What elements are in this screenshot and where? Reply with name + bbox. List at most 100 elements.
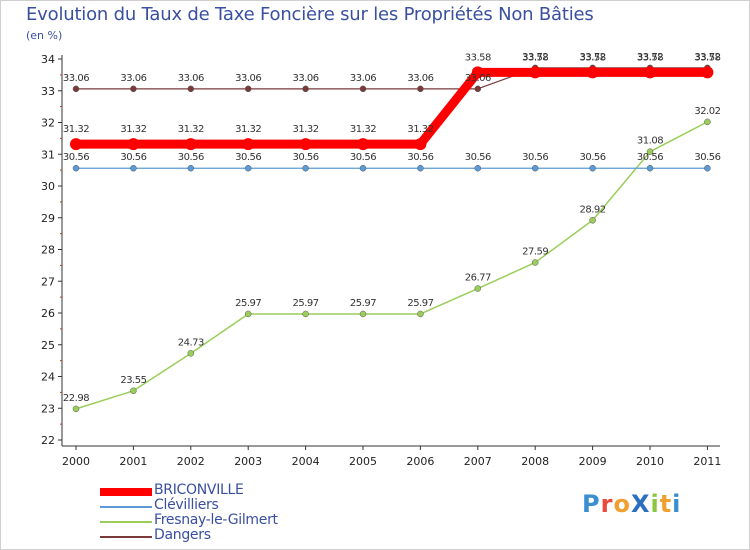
data-point-briconville xyxy=(70,138,82,151)
data-label-briconville: 31.32 xyxy=(407,124,433,135)
legend-label-fresnay: Fresnay-le-Gilmert xyxy=(154,512,278,528)
y-tick-label-27: 27 xyxy=(41,275,55,288)
y-tick-label-32: 32 xyxy=(41,117,55,130)
data-label-briconville: 33.58 xyxy=(694,52,720,63)
series-layer xyxy=(70,64,714,413)
data-label-dangers: 33.72 xyxy=(637,52,663,63)
data-label-dangers: 33.06 xyxy=(63,73,89,84)
data-point-dangers xyxy=(417,85,424,93)
axes: 22 23 24 25 26 27 28 29 30 31 32 33 34 2000 2001 2002 20… xyxy=(41,53,721,468)
data-point-dangers xyxy=(474,85,482,93)
legend-swatch-fresnay xyxy=(100,521,152,523)
data-point-briconville xyxy=(299,138,312,151)
data-label-dangers: 33.06 xyxy=(293,73,319,84)
data-point-cl-villiers xyxy=(130,164,137,172)
data-point-cl-villiers xyxy=(72,164,80,172)
data-label-fresnay-le-gilmert: 31.08 xyxy=(637,136,663,147)
proxiti-logo: ProXiti xyxy=(582,490,682,518)
data-label-cl-villiers: 30.56 xyxy=(120,152,146,163)
y-tick-label-29: 29 xyxy=(41,212,55,225)
data-point-briconville xyxy=(414,138,427,151)
data-point-fresnay-le-gilmert xyxy=(359,310,367,318)
data-point-fresnay-le-gilmert xyxy=(646,148,654,155)
data-label-cl-villiers: 30.56 xyxy=(637,152,663,163)
data-label-fresnay-le-gilmert: 22.98 xyxy=(63,393,89,404)
data-point-briconville xyxy=(529,66,542,79)
data-label-fresnay-le-gilmert: 32.02 xyxy=(694,106,720,117)
data-label-fresnay-le-gilmert: 25.97 xyxy=(293,298,319,309)
data-label-dangers: 33.06 xyxy=(465,73,491,84)
data-label-briconville: 31.32 xyxy=(235,124,261,135)
data-point-briconville xyxy=(242,138,255,151)
data-point-dangers xyxy=(244,85,252,93)
data-label-briconville: 33.58 xyxy=(522,52,548,63)
data-label-briconville: 33.58 xyxy=(465,52,491,63)
data-label-cl-villiers: 30.56 xyxy=(293,152,319,163)
legend-label-clevilliers: Clévilliers xyxy=(154,497,219,513)
x-tick-label-2009: 2009 xyxy=(579,455,607,468)
x-tick-label-2007: 2007 xyxy=(464,455,492,468)
x-tick-label-2002: 2002 xyxy=(177,455,205,468)
data-point-fresnay-le-gilmert xyxy=(187,350,195,357)
data-point-fresnay-le-gilmert xyxy=(417,310,424,318)
data-label-dangers: 33.06 xyxy=(350,73,376,84)
data-point-fresnay-le-gilmert xyxy=(302,310,309,318)
series-line-fresnay-le-gilmert xyxy=(75,121,709,410)
data-point-cl-villiers xyxy=(417,164,424,172)
data-point-fresnay-le-gilmert xyxy=(72,405,80,413)
x-tick-label-2004: 2004 xyxy=(292,455,320,468)
data-label-fresnay-le-gilmert: 27.59 xyxy=(522,247,548,258)
data-label-fresnay-le-gilmert: 25.97 xyxy=(235,298,261,309)
data-label-dangers: 33.06 xyxy=(235,73,261,84)
data-point-fresnay-le-gilmert xyxy=(474,285,482,292)
data-label-dangers: 33.72 xyxy=(522,52,548,63)
data-label-briconville: 31.32 xyxy=(350,124,376,135)
y-tick-label-31: 31 xyxy=(41,148,55,161)
y-tick-label-22: 22 xyxy=(41,434,55,447)
series-line-briconville xyxy=(71,67,712,149)
data-label-cl-villiers: 30.56 xyxy=(465,152,491,163)
data-label-cl-villiers: 30.56 xyxy=(63,152,89,163)
data-point-dangers xyxy=(72,85,80,93)
data-point-briconville xyxy=(644,66,656,79)
chart-subtitle: (en %) xyxy=(26,29,63,42)
data-label-briconville: 33.58 xyxy=(637,52,663,63)
data-point-cl-villiers xyxy=(244,164,252,172)
y-tick-label-28: 28 xyxy=(41,244,55,257)
data-label-fresnay-le-gilmert: 26.77 xyxy=(465,273,491,284)
x-tick-label-2008: 2008 xyxy=(521,455,549,468)
data-label-cl-villiers: 30.56 xyxy=(407,152,433,163)
y-tick-label-26: 26 xyxy=(41,307,55,320)
data-label-dangers: 33.06 xyxy=(120,73,146,84)
data-point-cl-villiers xyxy=(187,164,195,172)
data-point-cl-villiers xyxy=(589,164,596,172)
x-tick-label-2010: 2010 xyxy=(636,455,664,468)
data-label-cl-villiers: 30.56 xyxy=(178,152,204,163)
data-label-fresnay-le-gilmert: 28.92 xyxy=(580,204,606,215)
data-point-dangers xyxy=(359,85,367,93)
data-label-dangers: 33.06 xyxy=(178,73,204,84)
data-point-briconville xyxy=(127,138,140,151)
y-tick-label-30: 30 xyxy=(41,180,55,193)
legend-label-briconville: BRICONVILLE xyxy=(154,482,244,498)
y-tick-label-33: 33 xyxy=(41,85,55,98)
y-tick-label-34: 34 xyxy=(41,53,55,66)
data-label-briconville: 31.32 xyxy=(293,124,319,135)
data-point-briconville xyxy=(471,66,484,79)
data-label-briconville: 31.32 xyxy=(63,124,89,135)
data-label-fresnay-le-gilmert: 25.97 xyxy=(350,298,376,309)
data-point-fresnay-le-gilmert xyxy=(244,310,252,318)
legend-label-dangers: Dangers xyxy=(154,527,211,543)
data-label-briconville: 33.58 xyxy=(580,52,606,63)
data-point-fresnay-le-gilmert xyxy=(589,217,596,224)
data-point-briconville xyxy=(701,66,714,79)
legend-swatch-clevilliers xyxy=(100,506,152,508)
data-point-cl-villiers xyxy=(359,164,367,172)
data-label-briconville: 31.32 xyxy=(120,124,146,135)
data-point-dangers xyxy=(130,85,137,93)
data-point-cl-villiers xyxy=(474,164,482,172)
data-point-dangers xyxy=(187,85,195,93)
data-label-dangers: 33.72 xyxy=(580,52,606,63)
data-label-cl-villiers: 30.56 xyxy=(350,152,376,163)
